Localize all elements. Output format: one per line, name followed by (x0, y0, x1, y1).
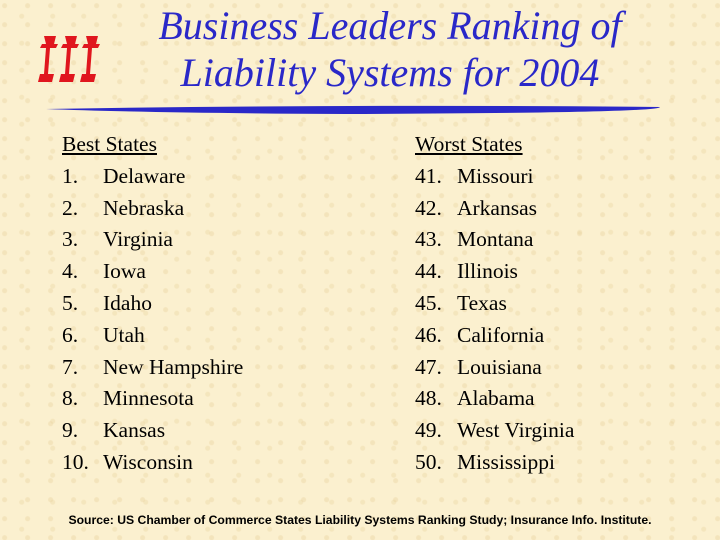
rank-number: 48. (415, 386, 442, 411)
rank-number: 44. (415, 259, 442, 284)
rank-number: 5. (62, 290, 79, 315)
rank-number: 1. (62, 163, 79, 188)
list-item: 6. Utah (62, 320, 243, 352)
list-item: 7. New Hampshire (62, 352, 243, 384)
rank-number: 45. (415, 290, 442, 315)
title-line-1: Business Leaders Ranking of (158, 3, 622, 48)
list-item: 48. Alabama (415, 383, 574, 415)
list-item: 44. Illinois (415, 256, 574, 288)
list-item: 9. Kansas (62, 415, 243, 447)
list-item: 10. Wisconsin (62, 447, 243, 479)
rank-number: 42. (415, 195, 442, 220)
rank-number: 2. (62, 195, 79, 220)
list-item: 47. Louisiana (415, 352, 574, 384)
list-item: 2. Nebraska (62, 193, 243, 225)
list-item: 50. Mississippi (415, 447, 574, 479)
state-name: Texas (457, 290, 507, 315)
state-name: Arkansas (457, 195, 538, 220)
list-item: 8. Minnesota (62, 383, 243, 415)
state-name: Delaware (103, 163, 186, 188)
list-item: 45. Texas (415, 288, 574, 320)
state-name: Nebraska (103, 195, 185, 220)
state-name: California (457, 322, 545, 347)
state-name: Illinois (457, 259, 518, 284)
state-name: Kansas (103, 418, 166, 443)
list-item: 43. Montana (415, 224, 574, 256)
source-citation: Source: US Chamber of Commerce States Li… (68, 513, 652, 527)
state-name: New Hampshire (103, 354, 244, 379)
iii-logo-icon (38, 34, 102, 88)
rank-number: 9. (62, 418, 79, 443)
rank-number: 41. (415, 163, 442, 188)
state-name: Iowa (103, 259, 146, 284)
title-line-2: Liability Systems for 2004 (180, 50, 600, 95)
title-underline-rule (46, 101, 660, 114)
best-states-list: Best States 1. Delaware 2. Nebraska 3. Virgin… (62, 129, 243, 479)
state-name: Virginia (103, 227, 173, 252)
rank-number: 50. (415, 449, 442, 474)
rank-number: 8. (62, 386, 79, 411)
state-name: Minnesota (103, 386, 194, 411)
state-name: Missouri (457, 163, 534, 188)
state-name: Utah (103, 322, 145, 347)
list-item: 1. Delaware (62, 161, 243, 193)
slide-title: Business Leaders Ranking of Liability Sy… (110, 2, 670, 96)
state-name: Wisconsin (103, 449, 193, 474)
state-name: West Virginia (457, 418, 575, 443)
list-item: 3. Virginia (62, 224, 243, 256)
state-name: Mississippi (457, 449, 555, 474)
rank-number: 46. (415, 322, 442, 347)
state-name: Idaho (103, 290, 152, 315)
rank-number: 43. (415, 227, 442, 252)
list-item: 41. Missouri (415, 161, 574, 193)
list-item: 42. Arkansas (415, 193, 574, 225)
rank-number: 47. (415, 354, 442, 379)
list-item: 49. West Virginia (415, 415, 574, 447)
state-name: Alabama (457, 386, 535, 411)
state-name: Louisiana (457, 354, 542, 379)
list-item: 46. California (415, 320, 574, 352)
rank-number: 10. (62, 449, 89, 474)
worst-states-list: Worst States 41. Missouri 42. Arkansas 43. Mo… (415, 129, 574, 479)
rank-number: 6. (62, 322, 79, 347)
rank-number: 4. (62, 259, 79, 284)
worst-states-heading: Worst States (415, 132, 523, 156)
best-states-heading: Best States (62, 132, 157, 156)
rank-number: 3. (62, 227, 79, 252)
rank-number: 49. (415, 418, 442, 443)
rank-number: 7. (62, 354, 79, 379)
list-item: 5. Idaho (62, 288, 243, 320)
list-item: 4. Iowa (62, 256, 243, 288)
state-name: Montana (457, 227, 534, 252)
